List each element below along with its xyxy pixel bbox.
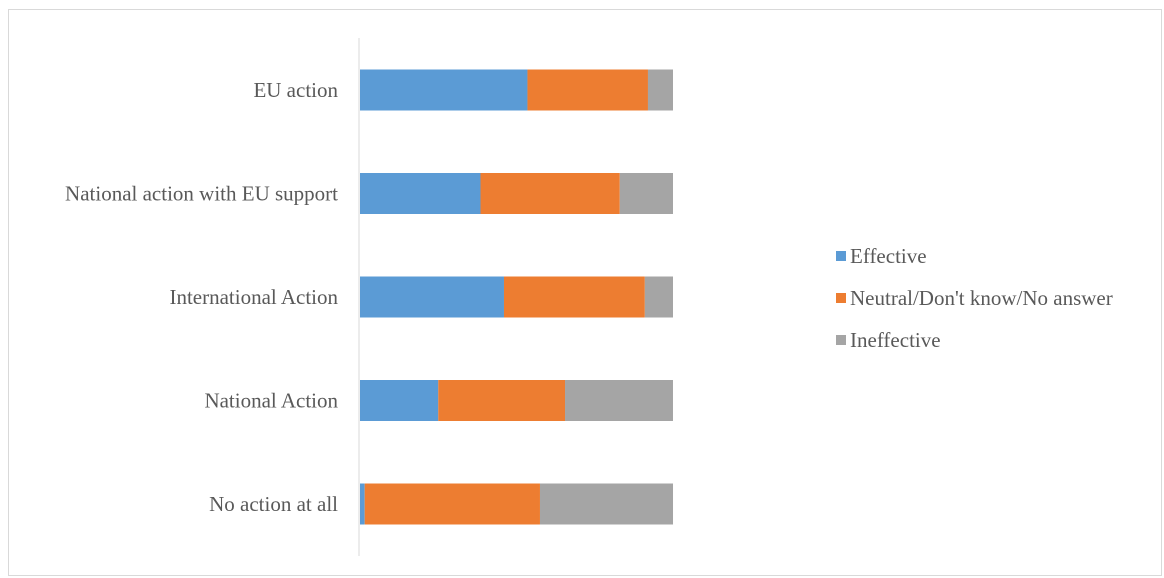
bar-eu-action-series-2 — [647, 69, 673, 111]
category-label: National action with EU support — [65, 182, 338, 206]
bar-eu-action-series-0 — [360, 69, 528, 111]
bar-national-action-with-eu-support-series-1 — [480, 173, 620, 214]
category-label: No action at all — [209, 492, 338, 516]
legend-swatch — [836, 251, 846, 261]
bar-no-action-at-all-series-0 — [360, 483, 365, 525]
legend-label: Ineffective — [850, 328, 941, 352]
category-labels: EU action National action with EU support… — [65, 78, 338, 516]
bar-no-action-at-all-series-1 — [364, 483, 540, 525]
bar-international-action-series-0 — [360, 276, 504, 318]
bar-no-action-at-all-series-2 — [539, 483, 674, 525]
bar-international-action-series-2 — [644, 276, 673, 318]
category-label: National Action — [204, 389, 338, 413]
bar-national-action-series-0 — [360, 380, 439, 421]
legend: Effective Neutral/Don't know/No answer Ine… — [836, 244, 1113, 352]
legend-swatch — [836, 293, 846, 303]
legend-label: Neutral/Don't know/No answer — [850, 286, 1113, 310]
bar-national-action-series-1 — [438, 380, 566, 421]
legend-swatch — [836, 335, 846, 345]
legend-label: Effective — [850, 244, 927, 268]
category-label: International Action — [169, 285, 338, 309]
bar-international-action-series-1 — [503, 276, 645, 318]
bar-national-action-series-2 — [565, 380, 673, 421]
bar-eu-action-series-1 — [527, 69, 648, 111]
bar-national-action-with-eu-support-series-0 — [360, 173, 481, 214]
bars-group — [360, 69, 674, 525]
category-label: EU action — [253, 78, 338, 102]
bar-national-action-with-eu-support-series-2 — [619, 173, 673, 214]
